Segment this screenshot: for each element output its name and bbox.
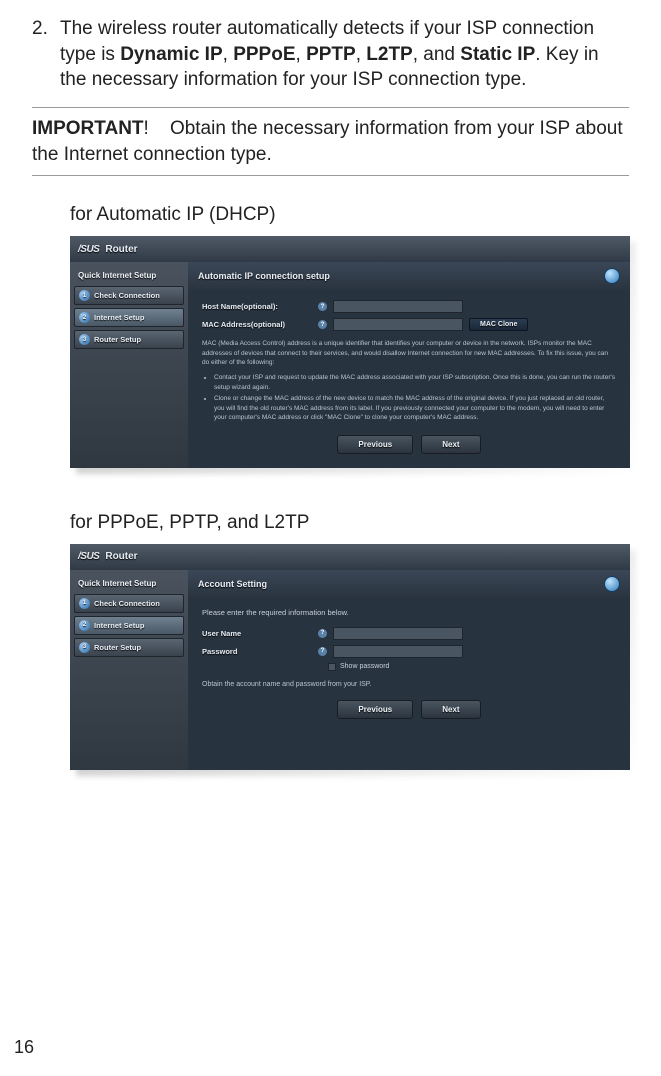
step-number: 2.: [32, 16, 60, 93]
host-label: Host Name(optional):: [202, 302, 312, 311]
divider: [32, 107, 629, 108]
intro-text: Please enter the required information be…: [202, 608, 616, 617]
sidebar-item-router[interactable]: 3Router Setup: [74, 638, 184, 657]
show-password-label: Show password: [340, 663, 389, 670]
brand-logo: /SUS: [78, 244, 99, 255]
caption-pppoe: for PPPoE, PPTP, and L2TP: [70, 512, 629, 534]
sidebar-item-check[interactable]: 1Check Connection: [74, 594, 184, 613]
step-badge: 2: [79, 620, 90, 631]
sidebar-item-router[interactable]: 3Router Setup: [74, 330, 184, 349]
username-label: User Name: [202, 629, 312, 638]
help-icon[interactable]: ?: [318, 320, 327, 329]
router-header: /SUS Router: [70, 544, 630, 570]
main-panel: Automatic IP connection setup Host Name(…: [188, 262, 630, 467]
sidebar: Quick Internet Setup 1Check Connection 2…: [70, 570, 188, 770]
page-number: 16: [14, 1037, 34, 1058]
host-input[interactable]: [333, 300, 463, 313]
sidebar-title: Quick Internet Setup: [74, 576, 184, 594]
help-icon[interactable]: ?: [318, 647, 327, 656]
help-item: Contact your ISP and request to update t…: [214, 373, 616, 392]
router-label: Router: [105, 551, 137, 562]
sidebar: Quick Internet Setup 1Check Connection 2…: [70, 262, 188, 467]
router-label: Router: [105, 244, 137, 255]
sidebar-title: Quick Internet Setup: [74, 268, 184, 286]
next-button[interactable]: Next: [421, 700, 480, 719]
next-button[interactable]: Next: [421, 435, 480, 454]
step-badge: 3: [79, 334, 90, 345]
screenshot-pppoe: /SUS Router Quick Internet Setup 1Check …: [70, 544, 630, 770]
help-icon[interactable]: ?: [318, 302, 327, 311]
mac-clone-button[interactable]: MAC Clone: [469, 318, 528, 331]
sidebar-item-internet[interactable]: 2Internet Setup: [74, 616, 184, 635]
password-input[interactable]: [333, 645, 463, 658]
instruction-step: 2. The wireless router automatically det…: [32, 16, 629, 93]
help-list: Contact your ISP and request to update t…: [202, 373, 616, 422]
globe-icon: [604, 268, 620, 284]
step-badge: 1: [79, 290, 90, 301]
step-badge: 1: [79, 598, 90, 609]
panel-header: Account Setting: [188, 570, 630, 598]
brand-logo: /SUS: [78, 551, 99, 562]
show-password-checkbox[interactable]: [328, 663, 336, 671]
username-input[interactable]: [333, 627, 463, 640]
caption-dhcp: for Automatic IP (DHCP): [70, 204, 629, 226]
previous-button[interactable]: Previous: [337, 435, 413, 454]
mac-input[interactable]: [333, 318, 463, 331]
screenshot-dhcp: /SUS Router Quick Internet Setup 1Check …: [70, 236, 630, 467]
step-text: The wireless router automatically detect…: [60, 16, 629, 93]
router-header: /SUS Router: [70, 236, 630, 262]
main-panel: Account Setting Please enter the require…: [188, 570, 630, 770]
globe-icon: [604, 576, 620, 592]
panel-title: Account Setting: [198, 579, 267, 589]
help-text: MAC (Media Access Control) address is a …: [202, 339, 616, 367]
step-badge: 2: [79, 312, 90, 323]
divider: [32, 175, 629, 176]
panel-title: Automatic IP connection setup: [198, 271, 330, 281]
important-note: IMPORTANT! Obtain the necessary informat…: [32, 116, 629, 167]
account-note: Obtain the account name and password fro…: [202, 681, 616, 688]
password-label: Password: [202, 647, 312, 656]
help-icon[interactable]: ?: [318, 629, 327, 638]
step-badge: 3: [79, 642, 90, 653]
sidebar-item-internet[interactable]: 2Internet Setup: [74, 308, 184, 327]
mac-label: MAC Address(optional): [202, 320, 312, 329]
panel-header: Automatic IP connection setup: [188, 262, 630, 290]
help-item: Clone or change the MAC address of the n…: [214, 394, 616, 422]
sidebar-item-check[interactable]: 1Check Connection: [74, 286, 184, 305]
previous-button[interactable]: Previous: [337, 700, 413, 719]
